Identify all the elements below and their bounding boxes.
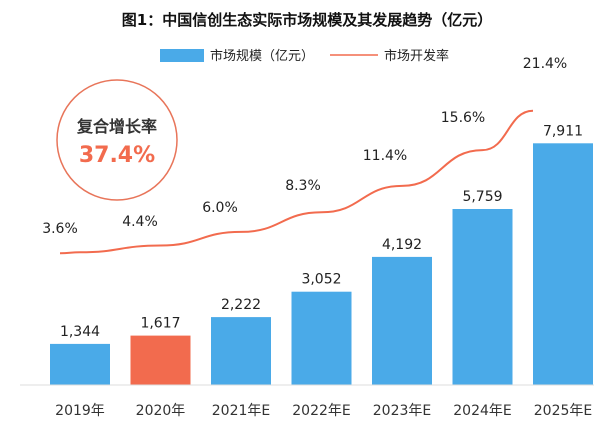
- x-tick-label: 2020年: [136, 403, 186, 419]
- legend: 市场规模（亿元） 市场开发率: [160, 48, 449, 64]
- chart-title: 图1：中国信创生态实际市场规模及其发展趋势（亿元）: [122, 11, 492, 29]
- cagr-value: 37.4%: [79, 143, 155, 168]
- rate-label: 15.6%: [441, 110, 485, 126]
- x-tick-label: 2024年E: [453, 403, 511, 419]
- bar-2025年E: [533, 143, 593, 385]
- legend-bar-label: 市场规模（亿元）: [210, 48, 314, 64]
- rate-labels: 3.6% 4.4% 6.0% 8.3% 11.4% 15.6% 21.4%: [42, 56, 567, 237]
- bar-value-label: 5,759: [462, 189, 502, 205]
- x-tick-label: 2023年E: [373, 403, 431, 419]
- rate-label: 21.4%: [523, 56, 567, 72]
- development-rate-line: [59, 109, 534, 255]
- x-tick-label: 2019年: [55, 403, 105, 419]
- legend-line-label: 市场开发率: [384, 48, 449, 64]
- x-tick-label: 2025年E: [534, 403, 592, 419]
- bar-series: [50, 143, 593, 385]
- rate-label: 11.4%: [363, 148, 407, 164]
- rate-label: 4.4%: [122, 214, 158, 230]
- bar-value-label: 3,052: [301, 272, 341, 288]
- x-tick-label: 2022年E: [292, 403, 350, 419]
- bar-2021年E: [211, 317, 271, 385]
- bar-2019年: [50, 343, 110, 385]
- bar-value-label: 4,192: [382, 237, 422, 253]
- bar-value-label: 1,344: [60, 324, 100, 340]
- cagr-annotation: 复合增长率 37.4%: [56, 79, 178, 201]
- bar-value-label: 2,222: [221, 297, 261, 313]
- rate-label: 3.6%: [42, 221, 78, 237]
- legend-bar-swatch: [160, 49, 204, 62]
- bar-2023年E: [372, 256, 432, 385]
- x-axis-tick-labels: 2019年 2020年 2021年E 2022年E 2023年E 2024年E 2025年E: [55, 403, 592, 419]
- bar-2022年E: [291, 291, 352, 385]
- bar-value-label: 1,617: [140, 316, 180, 332]
- bar-2020年: [130, 335, 191, 385]
- rate-label: 8.3%: [285, 178, 321, 194]
- cagr-ring: [56, 79, 178, 201]
- rate-label: 6.0%: [202, 200, 238, 216]
- bar-2024年E: [452, 209, 513, 385]
- bar-value-labels: 1,344 1,617 2,222 3,052 4,192 5,759 7,911: [60, 123, 583, 340]
- bar-value-label: 7,911: [543, 123, 583, 139]
- cagr-title: 复合增长率: [76, 117, 157, 136]
- x-tick-label: 2021年E: [212, 403, 270, 419]
